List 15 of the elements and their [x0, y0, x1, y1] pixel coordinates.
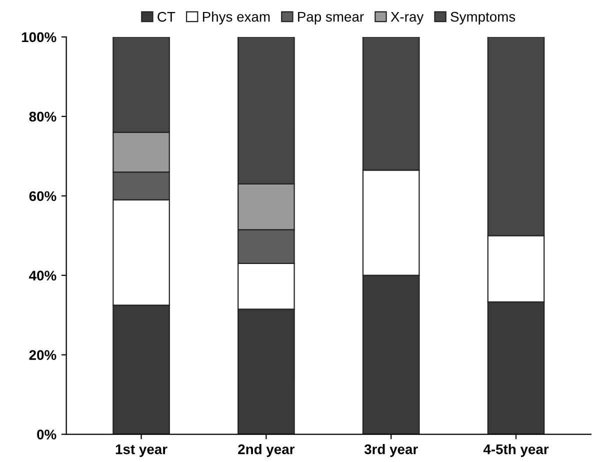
legend-label: Phys exam [202, 12, 270, 24]
legend-label: Symptoms [450, 12, 516, 24]
x-tick-label: 3rd year [364, 444, 418, 457]
y-tick-label: 100% [22, 32, 56, 42]
y-tick-label: 40% [29, 270, 56, 281]
y-tick-label: 80% [29, 112, 56, 122]
legend-label: CT [158, 12, 176, 22]
y-tick-label: 60% [29, 191, 56, 202]
x-tick-label: 4-5th year [483, 444, 549, 457]
x-tick-label: 1st year [116, 444, 168, 457]
legend-label: X-ray [390, 12, 424, 24]
y-tick-label: 20% [29, 350, 56, 360]
x-tick-label: 2nd year [238, 444, 295, 457]
y-tick-label: 0% [37, 430, 56, 440]
legend-label: Pap smear [298, 12, 364, 24]
